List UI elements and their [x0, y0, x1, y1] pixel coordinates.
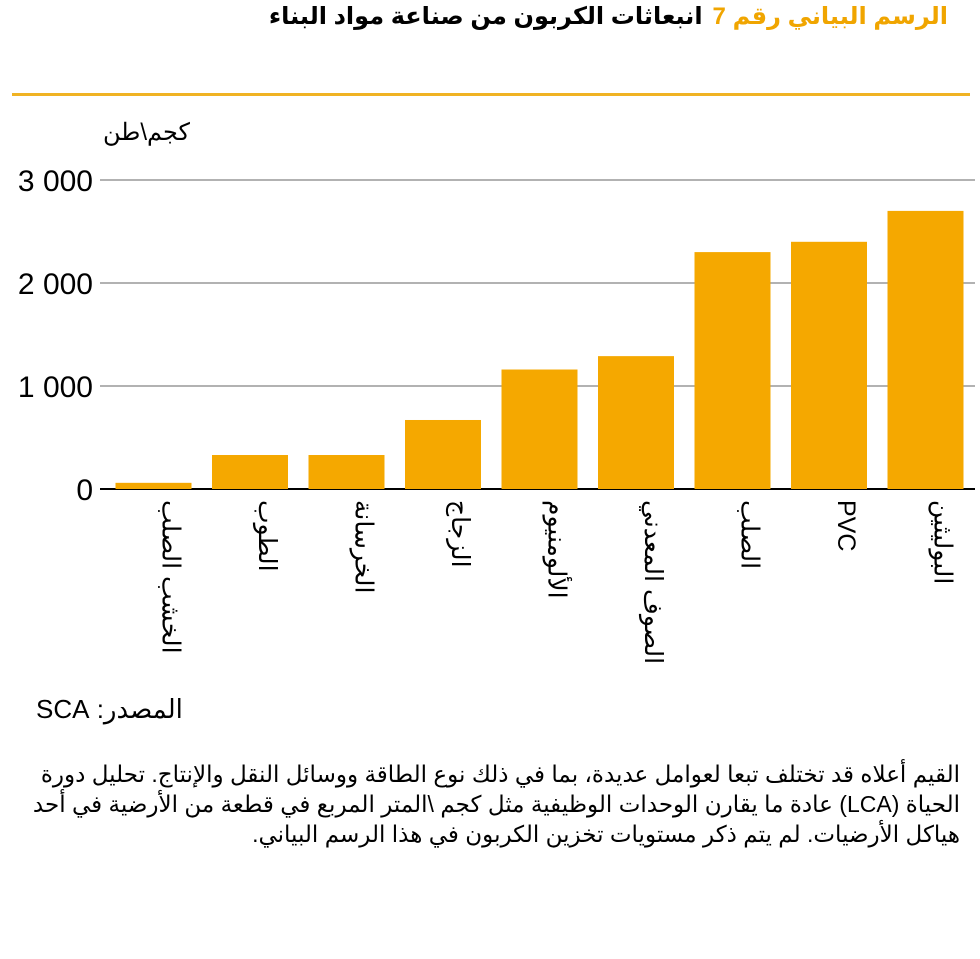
y-axis-label: كجم\طن	[103, 119, 191, 146]
category-label: الزجاج	[445, 500, 474, 568]
source-text: المصدر: SCA	[36, 694, 183, 724]
footnote-text: القيم أعلاه قد تختلف تبعا لعوامل عديدة، …	[32, 761, 960, 847]
category-label: الألومنيوم	[542, 500, 574, 599]
bars	[115, 210, 964, 489]
bar	[694, 252, 771, 489]
figure-label: الرسم البياني رقم 7	[712, 3, 948, 30]
category-labels: الخشب الصلب الطوب الخرسانة الزجاج الألومنيوم…	[157, 500, 957, 664]
figure-title: انبعاثات الكربون من صناعة مواد البناء	[268, 3, 703, 30]
bar	[887, 210, 964, 489]
y-tick-label: 1 000	[18, 371, 93, 404]
bar	[212, 455, 288, 489]
header-divider	[12, 93, 970, 96]
bar	[405, 419, 481, 489]
bar-chart: 0 1 000 2 000 3 000 الخشب الصلب الطوب الخرسان…	[18, 119, 975, 664]
y-tick-label: 2 000	[18, 268, 93, 301]
category-label: الصلب	[736, 500, 764, 569]
bar	[598, 356, 674, 489]
category-label: الطوب	[252, 500, 281, 572]
category-label: الخشب الصلب	[157, 500, 185, 654]
category-label: الخرسانة	[349, 500, 378, 593]
y-tick-label: 0	[76, 474, 93, 507]
bar	[791, 241, 867, 489]
bar	[308, 455, 385, 489]
bar	[501, 369, 578, 489]
y-tick-label: 3 000	[18, 165, 93, 198]
bar	[115, 482, 192, 489]
y-axis-ticks: 0 1 000 2 000 3 000	[18, 165, 93, 507]
category-label: البوليثين	[928, 500, 957, 584]
category-label: PVC	[832, 500, 860, 551]
chart-heading: الرسم البياني رقم 7 انبعاثات الكربون من ص…	[269, 2, 948, 31]
category-label: الصوف المعدني	[638, 500, 667, 664]
